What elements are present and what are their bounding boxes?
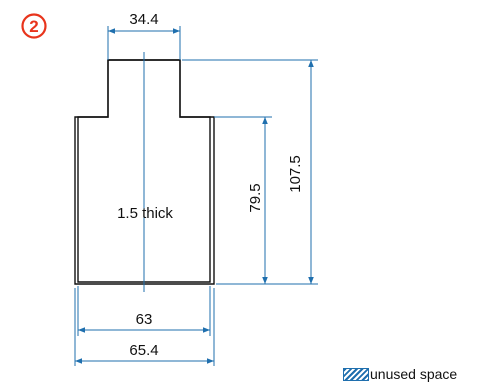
legend-label: unused space xyxy=(370,366,458,382)
dim-total-height-label: 107.5 xyxy=(287,155,304,193)
dimension-inner-width: 63 xyxy=(78,311,210,333)
hatch-swatch-icon xyxy=(343,367,369,381)
dimension-total-height: 107.5 xyxy=(287,60,314,284)
legend: unused space xyxy=(343,365,458,383)
figure-number: 2 xyxy=(29,17,38,36)
dim-inner-width-label: 63 xyxy=(136,311,153,328)
extension-lines xyxy=(74,26,318,366)
dimension-top-width: 34.4 xyxy=(108,11,180,34)
thickness-note: 1.5 thick xyxy=(117,205,173,222)
dimension-lower-height: 79.5 xyxy=(247,117,268,284)
dim-outer-width-label: 65.4 xyxy=(129,342,158,359)
dimension-outer-width: 65.4 xyxy=(75,342,214,364)
part-outline-outer xyxy=(74,59,215,285)
figure-number-badge: 2 xyxy=(21,13,47,39)
dim-top-width-label: 34.4 xyxy=(129,11,158,28)
dim-lower-height-label: 79.5 xyxy=(247,183,264,212)
